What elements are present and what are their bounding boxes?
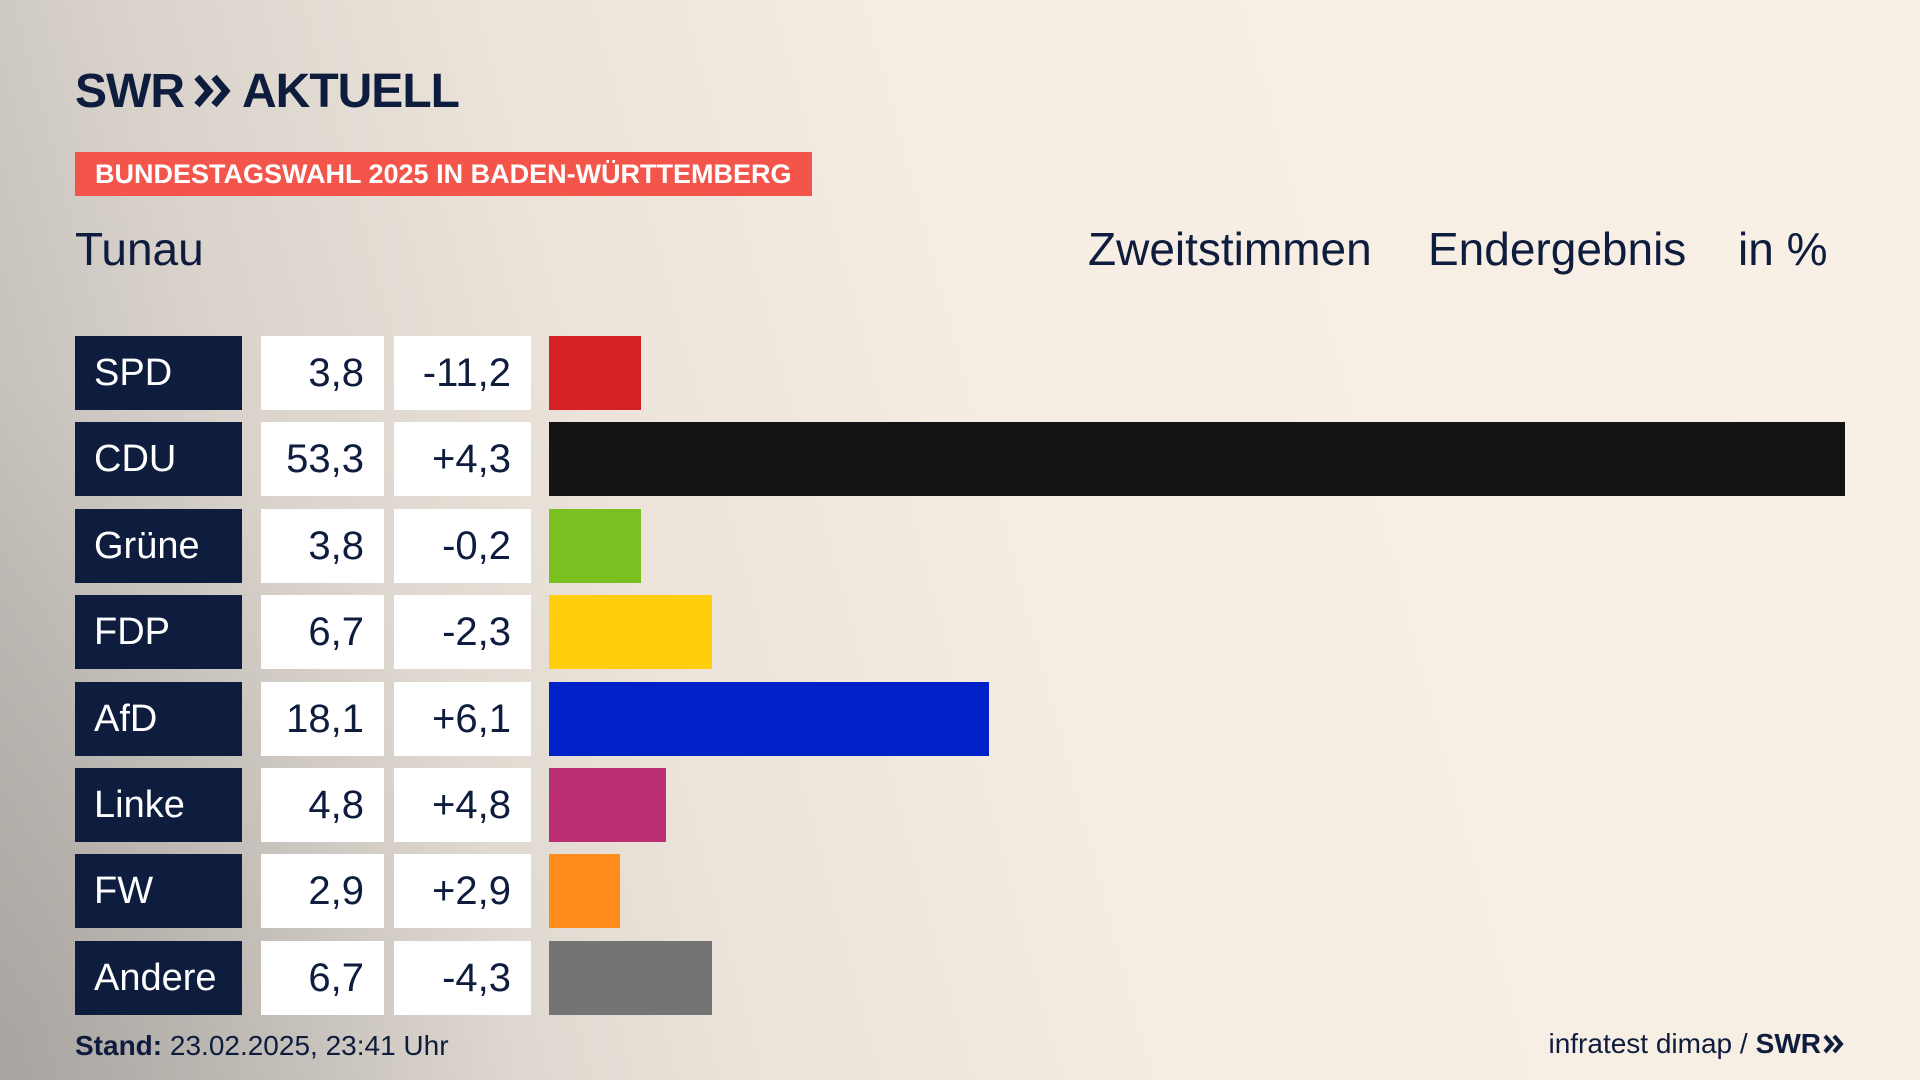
party-row: Andere 6,7 -4,3 [75, 941, 1855, 1015]
party-label: FDP [75, 595, 242, 669]
party-row: FDP 6,7 -2,3 [75, 595, 1855, 669]
stand-label: Stand: [75, 1030, 163, 1061]
region-title: Tunau [75, 223, 204, 275]
status-label: Endergebnis [1428, 223, 1687, 275]
result-bar [549, 682, 989, 756]
result-bar [549, 595, 712, 669]
vote-share-value: 3,8 [261, 336, 384, 410]
party-label: Linke [75, 768, 242, 842]
brand-product: AKTUELL [241, 64, 460, 118]
footer-swr-logo: SWR [1756, 1028, 1845, 1060]
swr-aktuell-logo: SWR AKTUELL [75, 64, 460, 118]
change-value: -11,2 [394, 336, 531, 410]
vote-share-value: 3,8 [261, 509, 384, 583]
party-label: Andere [75, 941, 242, 1015]
result-bar [549, 768, 666, 842]
source-label: infratest dimap / [1548, 1028, 1748, 1059]
party-label: CDU [75, 422, 242, 496]
timestamp: Stand: 23.02.2025, 23:41 Uhr [75, 1030, 449, 1062]
result-bar [549, 422, 1845, 496]
party-row: AfD 18,1 +6,1 [75, 682, 1855, 756]
unit-label: in % [1738, 223, 1828, 275]
double-chevron-icon [1823, 1034, 1844, 1054]
party-label: SPD [75, 336, 242, 410]
change-value: +4,8 [394, 768, 531, 842]
double-chevron-icon [194, 74, 231, 108]
vote-type-label: Zweitstimmen [1088, 223, 1372, 275]
election-badge: BUNDESTAGSWAHL 2025 IN BADEN-WÜRTTEMBERG [75, 152, 812, 196]
change-value: -0,2 [394, 509, 531, 583]
change-value: +6,1 [394, 682, 531, 756]
vote-share-value: 18,1 [261, 682, 384, 756]
change-value: +4,3 [394, 422, 531, 496]
footer-brand: SWR [1755, 1028, 1821, 1059]
stand-value: 23.02.2025, 23:41 Uhr [169, 1030, 449, 1061]
result-bar [549, 941, 712, 1015]
vote-share-value: 4,8 [261, 768, 384, 842]
vote-share-value: 6,7 [261, 595, 384, 669]
vote-share-value: 53,3 [261, 422, 384, 496]
party-row: Linke 4,8 +4,8 [75, 768, 1855, 842]
party-label: FW [75, 854, 242, 928]
result-bar [549, 854, 620, 928]
change-value: -2,3 [394, 595, 531, 669]
change-value: +2,9 [394, 854, 531, 928]
brand-name: SWR [75, 64, 185, 118]
result-bar [549, 509, 641, 583]
party-row: CDU 53,3 +4,3 [75, 422, 1855, 496]
party-row: Grüne 3,8 -0,2 [75, 509, 1855, 583]
vote-share-value: 2,9 [261, 854, 384, 928]
party-label: Grüne [75, 509, 242, 583]
vote-share-value: 6,7 [261, 941, 384, 1015]
source-credit: infratest dimap / SWR [1548, 1028, 1845, 1060]
party-row: SPD 3,8 -11,2 [75, 336, 1855, 410]
change-value: -4,3 [394, 941, 531, 1015]
party-label: AfD [75, 682, 242, 756]
party-row: FW 2,9 +2,9 [75, 854, 1855, 928]
result-bar [549, 336, 641, 410]
